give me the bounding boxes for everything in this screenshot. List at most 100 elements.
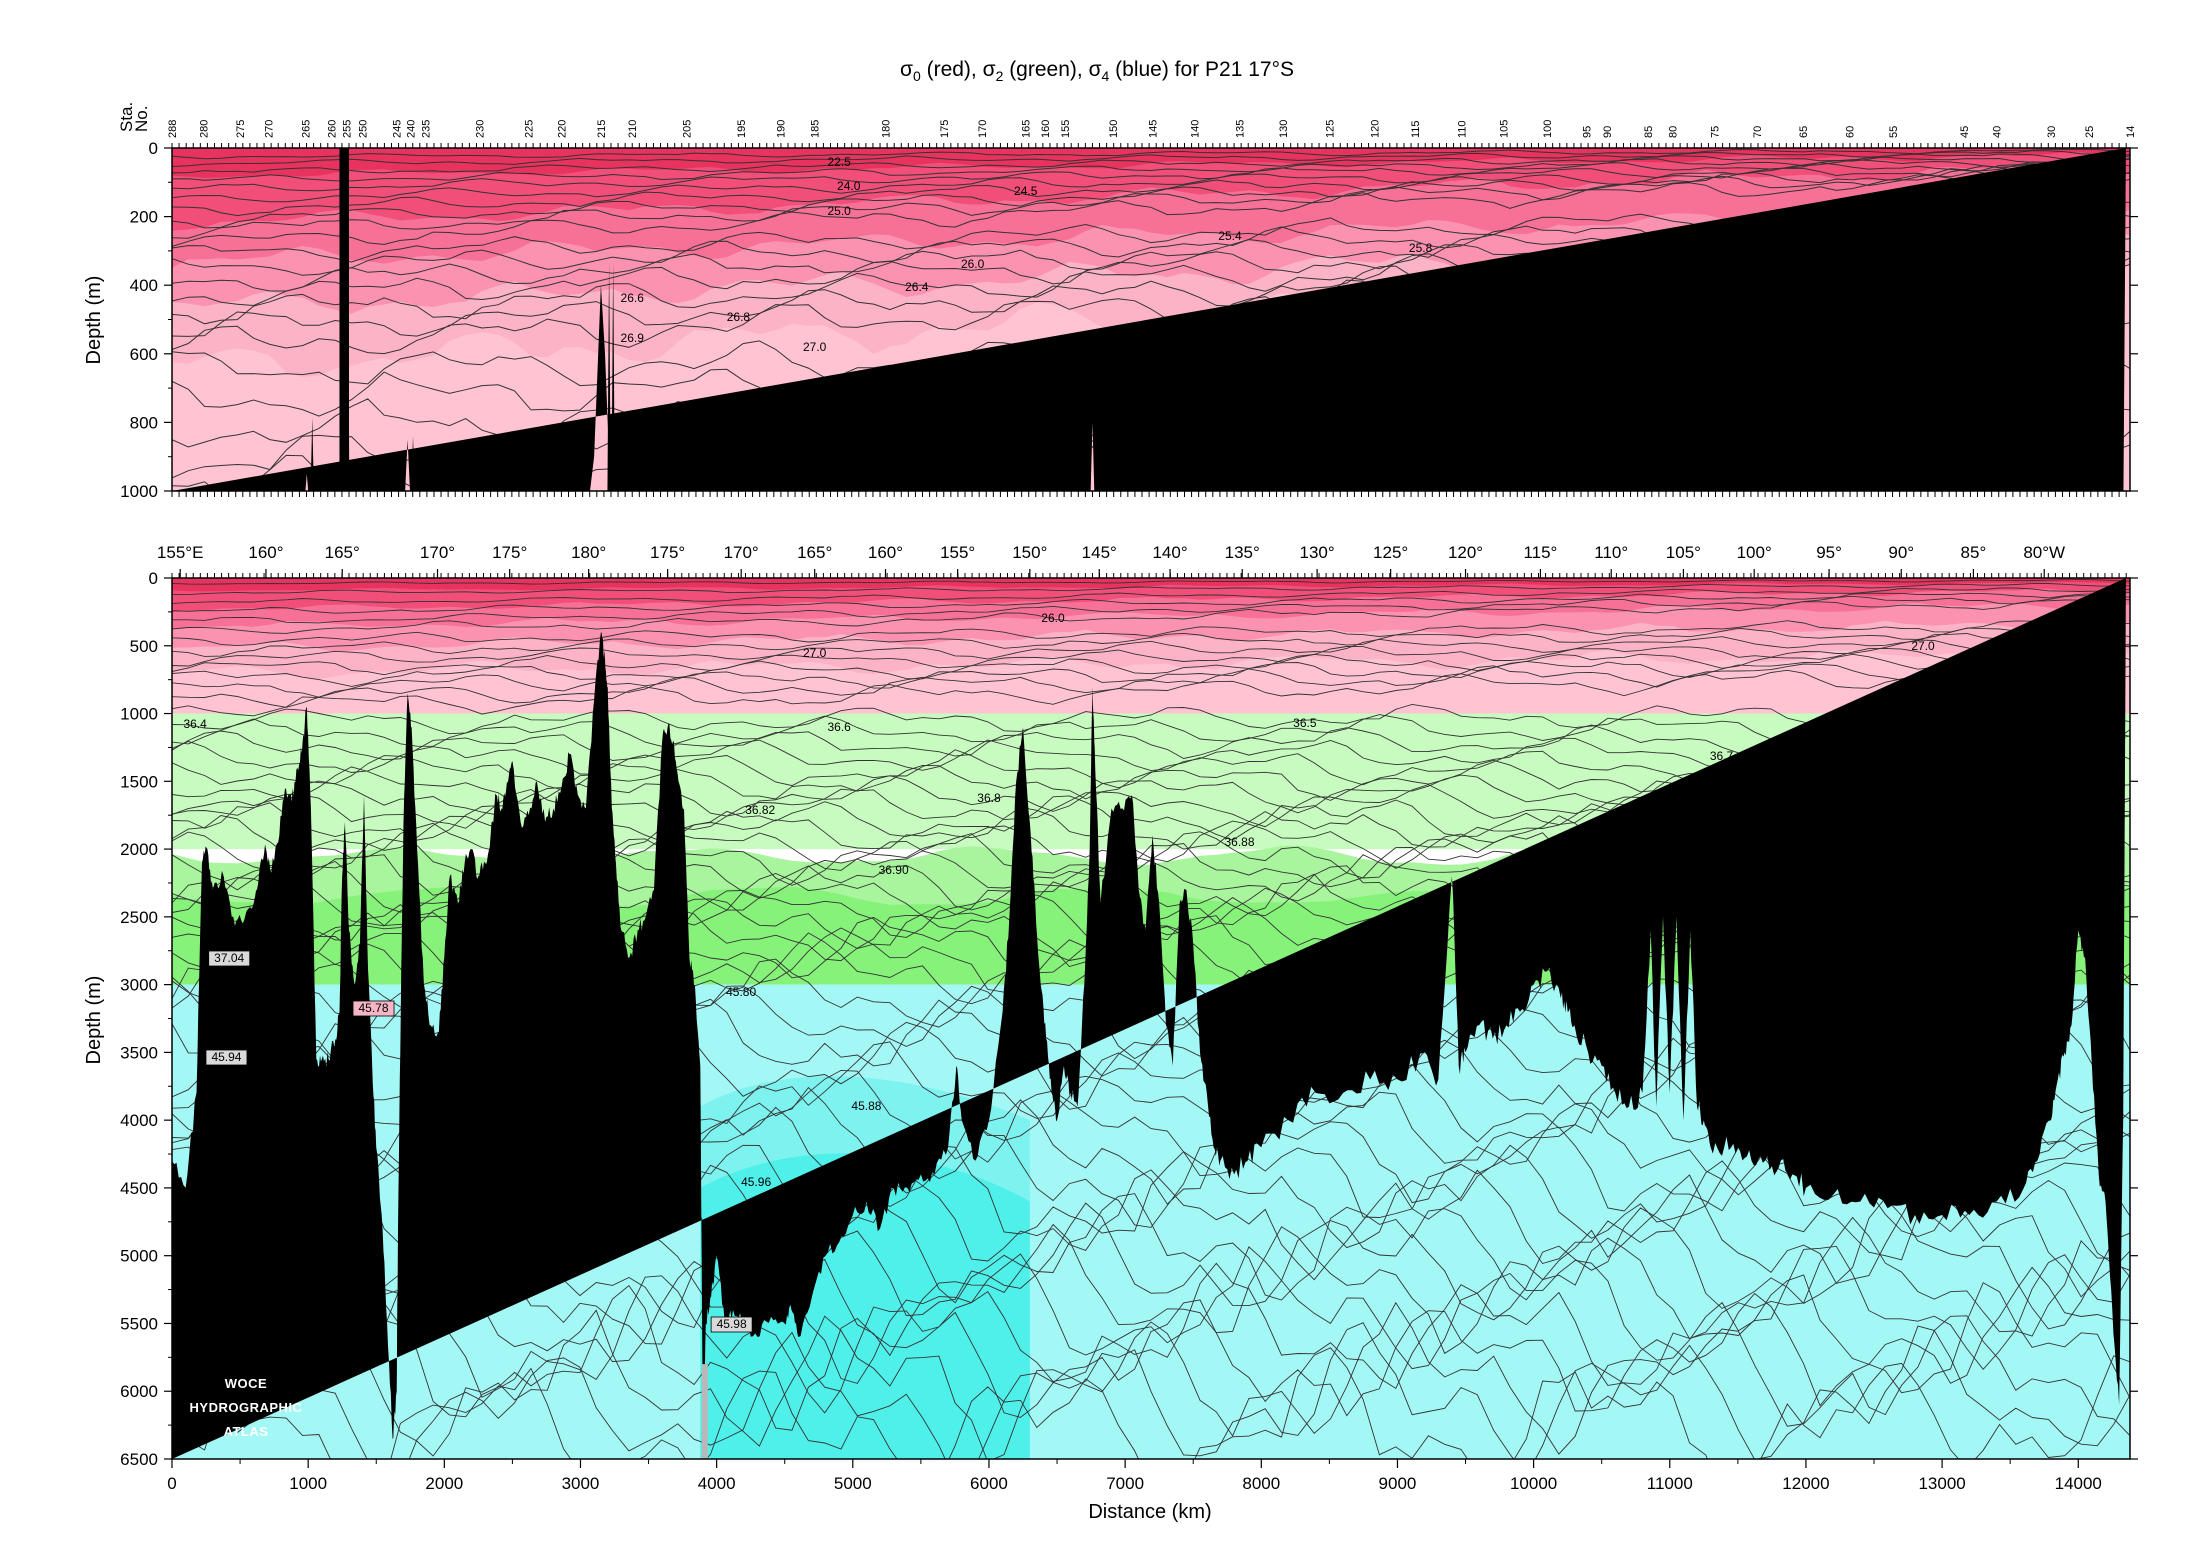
longitude-tick-label: 160° — [868, 543, 903, 562]
title-sub2: 2 — [996, 68, 1004, 84]
station-tick-label: 230 — [475, 120, 487, 138]
upper-contour-label: 27.0 — [803, 340, 827, 354]
lower-y-tick-label: 4000 — [120, 1111, 158, 1130]
station-tick-label: 135 — [1235, 120, 1247, 138]
atlas-line-2: HYDROGRAPHIC — [190, 1400, 303, 1415]
station-tick-label: 210 — [627, 120, 639, 138]
lower-y-tick-label: 5000 — [120, 1247, 158, 1266]
lower-axis-ticks: 0 500 1000 1500 2000 2500 3000 3500 4000 4500 5000… — [120, 543, 2138, 1493]
station-tick-label: 190 — [776, 120, 788, 138]
upper-y-tick-label: 1000 — [120, 482, 158, 501]
title-sub0: 0 — [913, 68, 921, 84]
lower-contour-label: 36.8 — [977, 791, 1001, 805]
lower-contour-8 — [172, 633, 2130, 667]
lower-contour-label: 45.80 — [1490, 993, 1520, 1007]
lower-contour-label: 36.6 — [828, 720, 852, 734]
upper-contour-labels: 22.5 24.0 24.5 25.0 25.4 25.8 26.0 26.0 26.4 26.6… — [621, 155, 1915, 475]
lower-contour-5 — [172, 598, 2130, 634]
station-tick-label: 95 — [1582, 126, 1594, 138]
longitude-tick-label: 150° — [1012, 543, 1047, 562]
lower-contour-label: 36.5 — [1293, 716, 1317, 730]
station-tick-label: 275 — [235, 120, 247, 138]
station-tick-label: 255 — [341, 120, 353, 138]
upper-contour-label: 27.3 — [1891, 434, 1915, 448]
upper-seamount-3 — [411, 436, 415, 491]
longitude-tick-label: 105° — [1666, 543, 1701, 562]
station-tick-label: 270 — [264, 120, 276, 138]
upper-panel: 22.5 24.0 24.5 25.0 25.4 25.8 26.0 26.0 26.4 26.6… — [83, 120, 2138, 501]
lower-x-tick-label: 7000 — [1106, 1474, 1144, 1493]
lower-contour-label-box — [710, 1316, 753, 1333]
lower-contour-6 — [172, 620, 2130, 647]
upper-contour-label: 24.0 — [837, 179, 861, 193]
station-tick-label: 105 — [1499, 120, 1511, 138]
station-tick-label: 45 — [1959, 126, 1971, 138]
lower-contour-3 — [172, 591, 2130, 614]
longitude-tick-label: 125° — [1373, 543, 1408, 562]
station-tick-label: 125 — [1324, 120, 1336, 138]
station-tick-label: 55 — [1888, 126, 1900, 138]
lower-y-tick-label: 0 — [149, 569, 158, 588]
lower-contour-label: 45.78 — [359, 1001, 389, 1015]
station-tick-label: 90 — [1602, 126, 1614, 138]
upper-contour-4 — [172, 157, 2130, 192]
lower-contour-label: 36.7 — [1710, 749, 1734, 763]
station-tick-label: 185 — [810, 120, 822, 138]
lower-contour-label: 45.82 — [2006, 1124, 2036, 1138]
lower-contour-label: 36.90 — [1873, 863, 1903, 877]
lower-y-tick-label: 2500 — [120, 908, 158, 927]
lower-contour-0 — [172, 578, 2130, 585]
upper-contour-label: 27.3 — [970, 431, 994, 445]
station-tick-label: 40 — [1992, 126, 2004, 138]
longitude-tick-label: 170° — [420, 543, 455, 562]
upper-contour-label: 27.4 — [719, 461, 743, 475]
lower-contour-49 — [172, 1245, 2130, 1384]
upper-island — [339, 148, 350, 491]
station-tick-label: 60 — [1845, 126, 1857, 138]
station-tick-label: 170 — [977, 120, 989, 138]
lower-contour-label: 36.82 — [745, 803, 775, 817]
station-axis-label-bottom: No. — [132, 106, 151, 132]
lower-y-tick-label: 3000 — [120, 976, 158, 995]
station-tick-label: 250 — [358, 120, 370, 138]
upper-contour-label: 26.8 — [727, 310, 751, 324]
upper-contour-label: 26.6 — [621, 291, 645, 305]
longitude-tick-label: 85° — [1961, 543, 1987, 562]
lower-contour-12 — [172, 659, 2130, 708]
station-tick-label: 30 — [2046, 126, 2058, 138]
figure-title: σ0 (red), σ2 (green), σ4 (blue) for P21 … — [900, 58, 1294, 84]
lower-x-tick-label: 9000 — [1379, 1474, 1417, 1493]
longitude-tick-label: 175° — [492, 543, 527, 562]
lower-contour-label: 36.90 — [879, 863, 909, 877]
station-tick-label: 150 — [1108, 120, 1120, 138]
longitude-tick-label: 155°E — [157, 543, 204, 562]
upper-contour-label: 25.4 — [1218, 229, 1242, 243]
station-tick-label: 100 — [1542, 120, 1554, 138]
station-tick-label: 120 — [1369, 120, 1381, 138]
upper-contour-label: 25.8 — [1409, 241, 1433, 255]
upper-contour-0 — [172, 148, 2130, 160]
lower-contour-51 — [172, 1282, 2130, 1431]
upper-contour-7 — [172, 165, 2130, 229]
lower-contour-14 — [172, 701, 2130, 735]
lower-contour-label: 27.0 — [1911, 639, 1935, 653]
upper-contour-label: 26.0 — [1891, 206, 1915, 220]
title-sigma2: σ — [983, 58, 996, 81]
station-tick-label: 80 — [1667, 126, 1679, 138]
upper-y-axis-label: Depth (m) — [83, 276, 105, 365]
lower-contour-label-box — [205, 1049, 248, 1066]
upper-axis-ticks: 0 200 400 600 800 1000 288 280 275 270 265 260 255 25… — [120, 120, 2138, 501]
upper-contour-8 — [172, 168, 2130, 239]
station-tick-label: 140 — [1190, 120, 1202, 138]
lower-x-tick-label: 0 — [167, 1474, 176, 1493]
lower-contour-53 — [172, 1322, 2130, 1459]
station-tick-label: 130 — [1278, 120, 1290, 138]
trench-gap — [701, 1364, 708, 1459]
lower-contour-52 — [172, 1301, 2130, 1459]
lower-contour-label: 45.96 — [741, 1175, 771, 1189]
upper-contour-5 — [172, 158, 2130, 203]
lower-contour-11 — [172, 651, 2130, 698]
upper-y-tick-label: 0 — [149, 139, 158, 158]
longitude-tick-label: 155° — [940, 543, 975, 562]
